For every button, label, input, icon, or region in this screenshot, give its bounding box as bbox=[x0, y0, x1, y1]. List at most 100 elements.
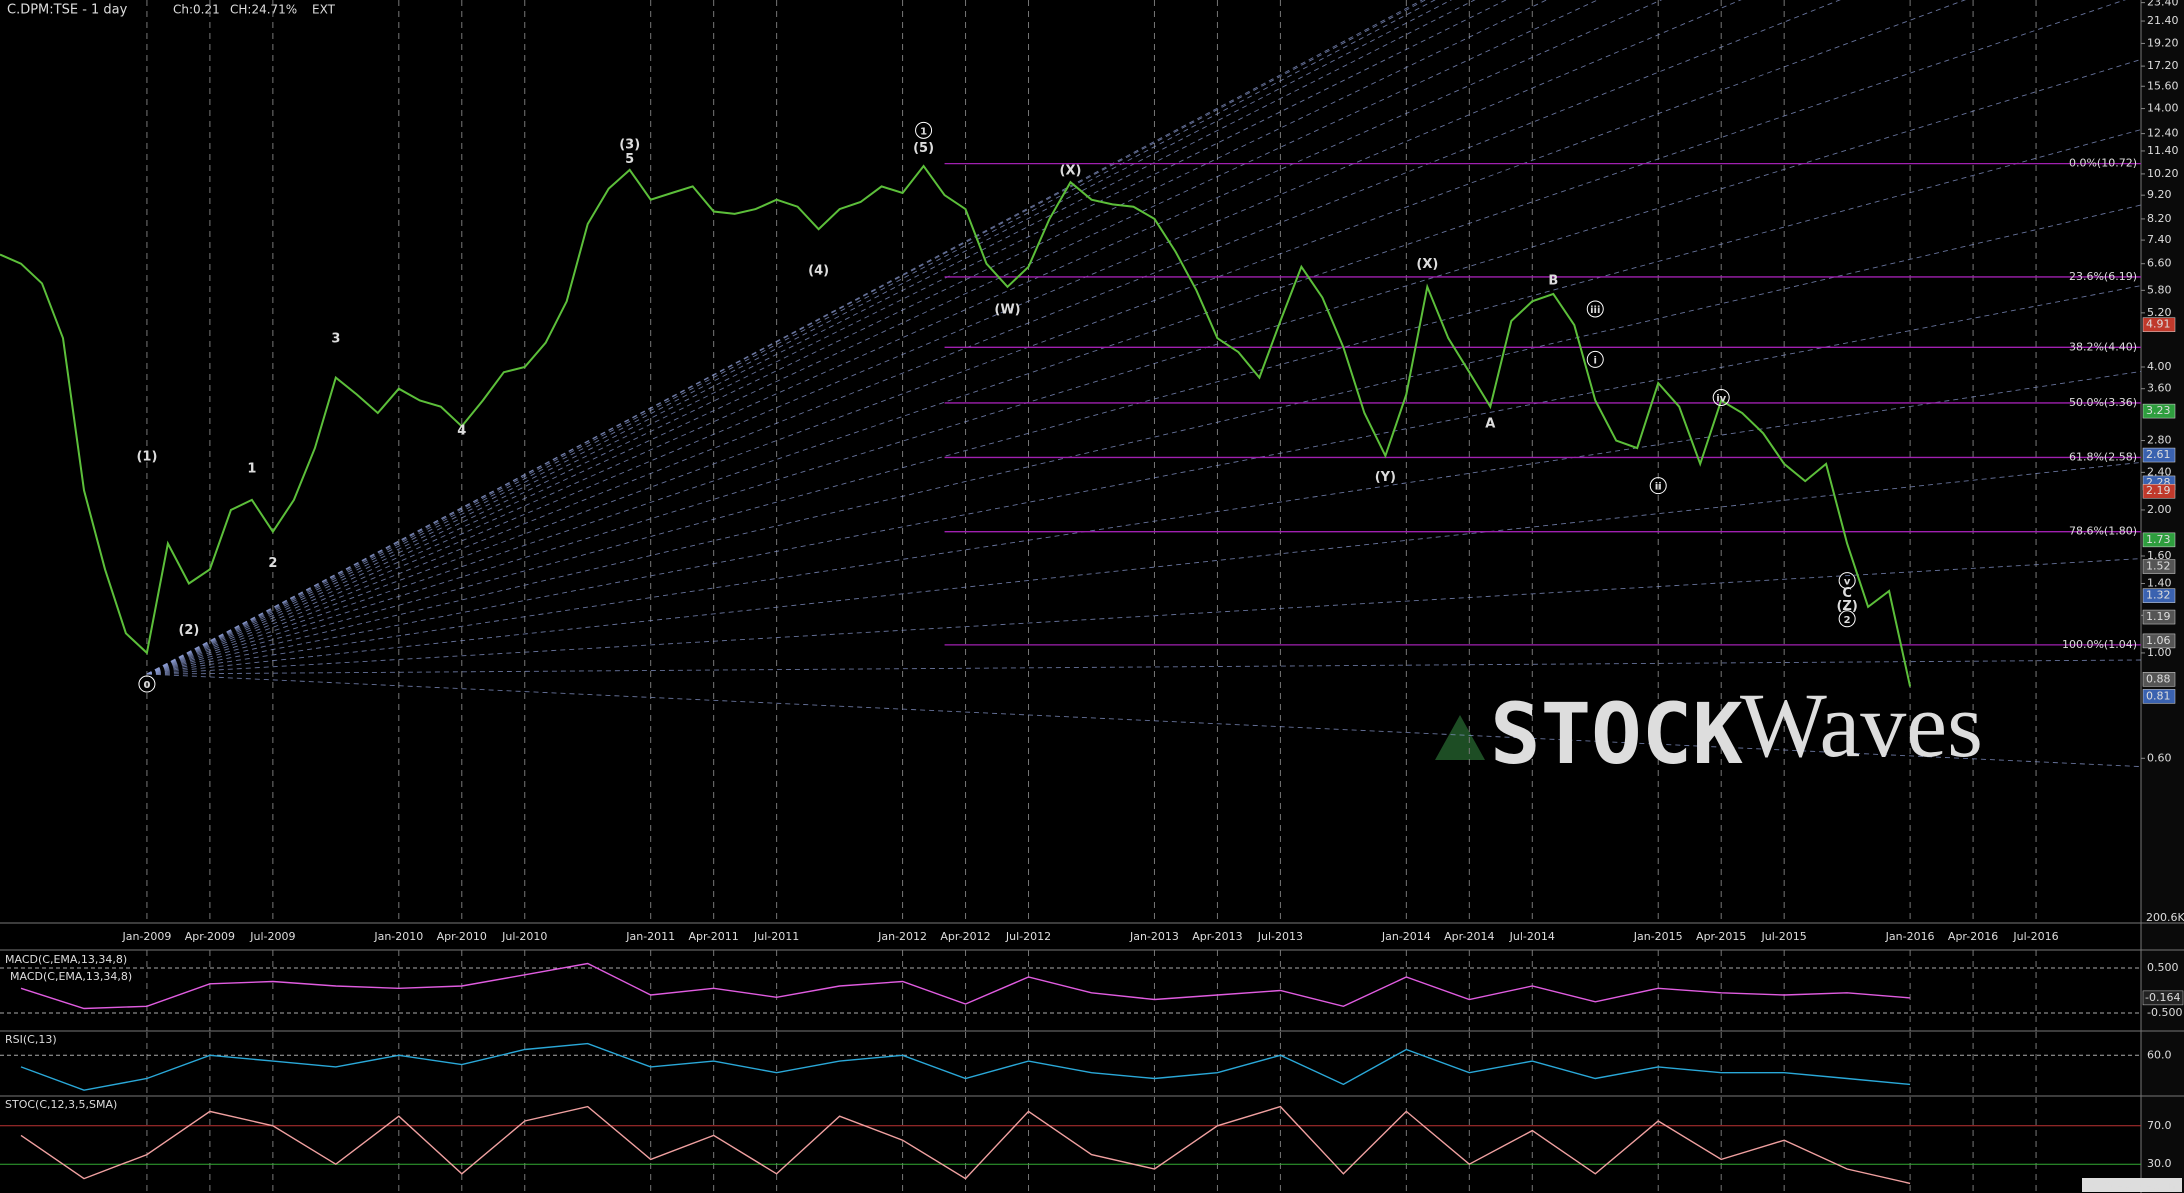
series-line bbox=[20, 962, 1911, 1010]
x-tick-label: Apr-2013 bbox=[1192, 930, 1242, 943]
wave-label: 2 bbox=[268, 556, 277, 571]
fan-line bbox=[146, 0, 1476, 675]
price-badge-label: 1.52 bbox=[2146, 560, 2171, 573]
x-tick-label: Jan-2011 bbox=[625, 930, 675, 943]
fan-line bbox=[146, 461, 2142, 675]
x-tick-label: Jul-2010 bbox=[501, 930, 547, 943]
wave-label: (3) bbox=[619, 137, 640, 152]
panel-title: RSI(C,13) bbox=[5, 1033, 57, 1046]
y-tick-label: 21.40 bbox=[2147, 14, 2179, 27]
fan-line bbox=[146, 370, 2142, 675]
y-tick-label: -0.500 bbox=[2147, 1006, 2182, 1019]
series-line bbox=[0, 164, 1912, 687]
wave-label: (5) bbox=[913, 141, 934, 156]
series-line bbox=[20, 1042, 1911, 1091]
y-tick-label: 12.40 bbox=[2147, 127, 2179, 140]
fan-line bbox=[146, 0, 1436, 675]
x-tick-label: Jan-2009 bbox=[121, 930, 171, 943]
wave-label: 1 bbox=[247, 462, 256, 477]
wave-label: 4 bbox=[457, 423, 466, 438]
wave-label: C bbox=[1842, 586, 1852, 601]
wave-label: (2) bbox=[178, 623, 199, 638]
y-tick-label: 15.60 bbox=[2147, 79, 2179, 92]
x-tick-label: Jul-2013 bbox=[1257, 930, 1303, 943]
price-badge bbox=[2142, 689, 2176, 704]
y-tick-label: 5.80 bbox=[2147, 283, 2172, 296]
y-tick-label: 3.60 bbox=[2147, 382, 2172, 395]
wave-circle bbox=[1838, 572, 1856, 590]
wave-label: 5 bbox=[625, 152, 634, 167]
x-tick-label: Jul-2011 bbox=[753, 930, 799, 943]
fan-line bbox=[146, 0, 1742, 675]
fan-line bbox=[146, 58, 2142, 675]
y-tick-label: 0.500 bbox=[2147, 961, 2179, 974]
x-tick-label: Jan-2016 bbox=[1885, 930, 1935, 943]
x-tick-label: Apr-2014 bbox=[1444, 930, 1494, 943]
wave-circle bbox=[1586, 300, 1604, 318]
x-tick-label: Jul-2009 bbox=[249, 930, 295, 943]
value-badge bbox=[2142, 990, 2184, 1006]
wave-label: A bbox=[1485, 416, 1495, 431]
wave-label: i bbox=[1594, 355, 1597, 366]
wave-circle bbox=[1649, 477, 1667, 495]
x-tick-label: Apr-2016 bbox=[1948, 930, 1998, 943]
fan-line bbox=[146, 0, 1966, 675]
x-tick-label: Jan-2015 bbox=[1633, 930, 1683, 943]
wave-label: ii bbox=[1655, 482, 1662, 493]
x-tick-label: Apr-2012 bbox=[940, 930, 990, 943]
wave-circle bbox=[915, 121, 933, 139]
price-badge bbox=[2142, 633, 2176, 649]
fan-line bbox=[146, 0, 1599, 675]
fan-line bbox=[146, 129, 2142, 675]
price-badge-label: 1.06 bbox=[2146, 634, 2171, 647]
y-tick-label: 4.00 bbox=[2147, 360, 2172, 373]
price-badge bbox=[2142, 588, 2176, 603]
stat: Ch:0.21 bbox=[173, 3, 220, 17]
x-tick-label: Jan-2010 bbox=[373, 930, 423, 943]
y-tick-label: 1.60 bbox=[2147, 549, 2172, 562]
wave-label: (X) bbox=[1060, 163, 1082, 178]
fan-line bbox=[146, 0, 2126, 675]
fib-label: 50.0%(3.36) bbox=[2069, 396, 2137, 409]
price-badge bbox=[2142, 317, 2176, 332]
wave-circle bbox=[1586, 350, 1604, 368]
x-tick-label: Jan-2012 bbox=[877, 930, 927, 943]
wave-label: 2 bbox=[1844, 615, 1851, 626]
x-tick-label: Jan-2014 bbox=[1381, 930, 1431, 943]
fib-label: 61.8%(2.58) bbox=[2069, 450, 2137, 463]
price-badge bbox=[2142, 609, 2176, 625]
y-tick-label: 10.20 bbox=[2147, 167, 2179, 180]
wave-label: (4) bbox=[808, 264, 829, 279]
fan-line bbox=[146, 285, 2142, 675]
x-tick-label: Jul-2012 bbox=[1005, 930, 1051, 943]
y-tick-label: 19.20 bbox=[2147, 36, 2179, 49]
wave-label: 1 bbox=[920, 126, 927, 137]
wave-label: iii bbox=[1590, 305, 1600, 316]
y-tick-label: 2.80 bbox=[2147, 434, 2172, 447]
fan-line bbox=[146, 0, 1424, 675]
y-tick-label: 6.60 bbox=[2147, 257, 2172, 270]
watermark-logo bbox=[1435, 715, 1485, 760]
price-badge-label: 4.91 bbox=[2146, 318, 2171, 331]
y-tick-label: 9.20 bbox=[2147, 188, 2172, 201]
value-badge-label: -0.164 bbox=[2145, 991, 2180, 1004]
price-badge-label: 2.61 bbox=[2146, 448, 2171, 461]
wave-label: 0 bbox=[143, 680, 150, 691]
y-tick-label: 23.40 bbox=[2147, 0, 2179, 9]
y-tick-label: 60.0 bbox=[2147, 1048, 2172, 1061]
wave-label: B bbox=[1548, 273, 1558, 288]
wave-circle bbox=[1712, 388, 1730, 406]
panel-subtitle: MACD(C,EMA,13,34,8) bbox=[10, 970, 132, 983]
wave-label: (Z) bbox=[1836, 599, 1857, 614]
x-tick-label: Jan-2013 bbox=[1129, 930, 1179, 943]
price-badge-label: 1.19 bbox=[2146, 610, 2171, 623]
y-tick-label: 2.40 bbox=[2147, 465, 2172, 478]
footer: motivewave.com bbox=[2085, 1179, 2179, 1192]
price-badge bbox=[2142, 447, 2176, 463]
wave-label: v bbox=[1844, 577, 1851, 588]
stat: CH:24.71% bbox=[230, 3, 297, 17]
chart-title: C.DPM:TSE - 1 day bbox=[7, 3, 128, 18]
stat: EXT bbox=[312, 3, 336, 17]
series-line bbox=[20, 1105, 1911, 1185]
footer-box bbox=[2082, 1178, 2182, 1192]
